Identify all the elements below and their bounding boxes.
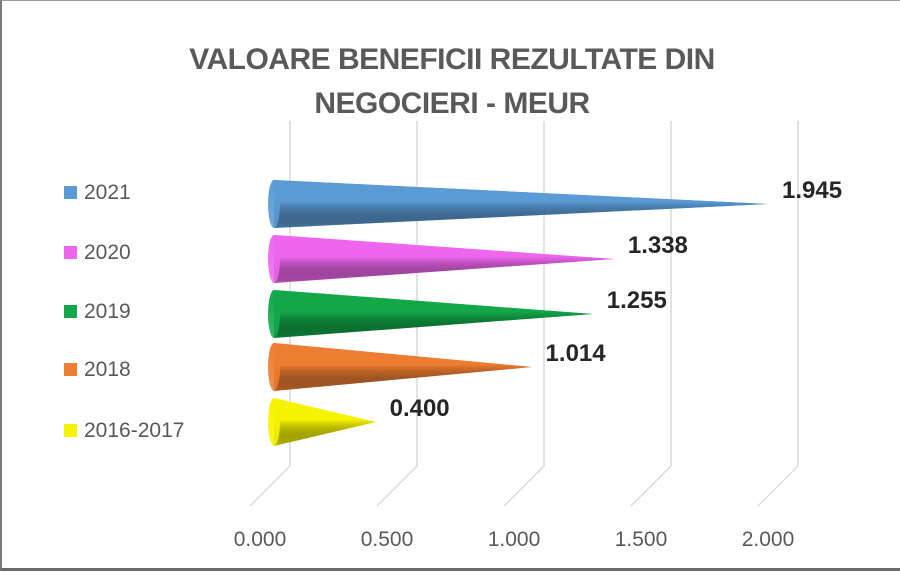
legend-label-2019: 2019 — [84, 300, 131, 323]
cone-bar-2018 — [268, 343, 532, 391]
x-tick-label: 2.000 — [742, 528, 795, 551]
x-tick-label: 1.500 — [615, 528, 668, 551]
legend-swatch-2019 — [64, 305, 77, 318]
legend-swatch-2016-2017 — [64, 424, 77, 437]
cone-bar-2019 — [268, 290, 593, 338]
legend-label-2016-2017: 2016-2017 — [84, 419, 184, 442]
data-label-2021: 1.945 — [782, 177, 842, 204]
data-label-2018: 1.014 — [546, 340, 607, 367]
cone-bar-2021 — [268, 180, 769, 228]
data-label-2016-2017: 0.400 — [390, 395, 450, 422]
gridline-3 — [630, 121, 672, 507]
cone-bar-2016-2017 — [268, 398, 376, 446]
gridline-2 — [503, 121, 545, 507]
legend-label-2020: 2020 — [84, 241, 131, 264]
gridline-4 — [757, 121, 799, 507]
data-label-2019: 1.255 — [607, 287, 667, 314]
cone-bar-2020 — [268, 235, 614, 283]
gridline-1 — [376, 121, 418, 507]
chart-title-line-2: NEGOCIERI - MEUR — [314, 87, 590, 120]
x-tick-label: 1.000 — [488, 528, 541, 551]
legend-label-2018: 2018 — [84, 358, 131, 381]
legend-label-2021: 2021 — [84, 181, 131, 204]
legend-swatch-2021 — [64, 186, 77, 199]
gridline-0 — [249, 121, 291, 507]
legend-swatch-2018 — [64, 363, 77, 376]
legend-swatch-2020 — [64, 246, 77, 259]
x-tick-label: 0.000 — [234, 528, 287, 551]
chart-title-line-1: VALOARE BENEFICII REZULTATE DIN — [189, 43, 715, 76]
data-label-2020: 1.338 — [628, 232, 688, 259]
x-tick-label: 0.500 — [361, 528, 414, 551]
